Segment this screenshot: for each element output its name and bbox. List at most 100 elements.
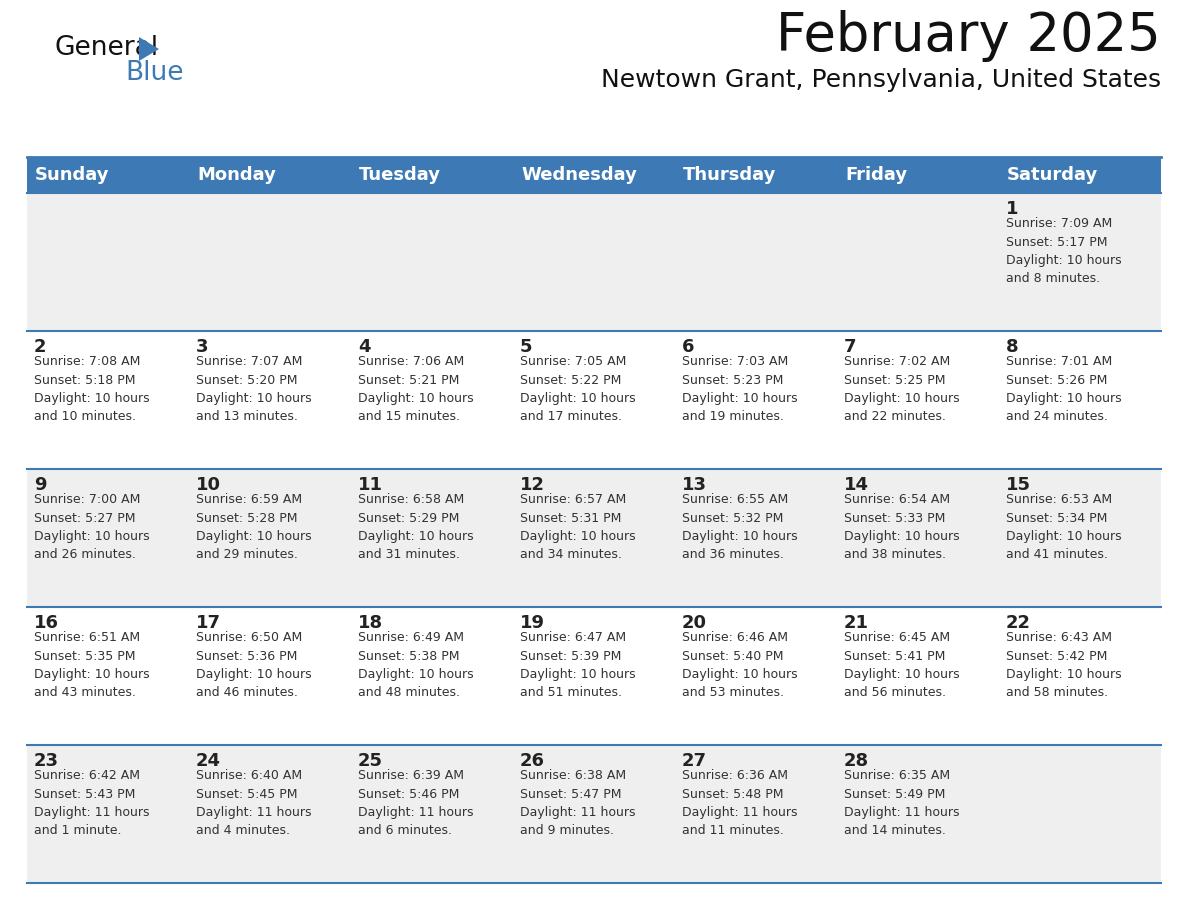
Text: Sunrise: 7:09 AM
Sunset: 5:17 PM
Daylight: 10 hours
and 8 minutes.: Sunrise: 7:09 AM Sunset: 5:17 PM Dayligh… <box>1006 217 1121 285</box>
Bar <box>838 469 999 607</box>
Text: Sunrise: 6:43 AM
Sunset: 5:42 PM
Daylight: 10 hours
and 58 minutes.: Sunrise: 6:43 AM Sunset: 5:42 PM Dayligh… <box>1006 631 1121 700</box>
Text: 7: 7 <box>843 338 857 356</box>
Text: 9: 9 <box>34 476 46 494</box>
Bar <box>27 607 189 745</box>
Text: 26: 26 <box>520 752 545 770</box>
Text: Sunrise: 7:00 AM
Sunset: 5:27 PM
Daylight: 10 hours
and 26 minutes.: Sunrise: 7:00 AM Sunset: 5:27 PM Dayligh… <box>34 493 150 562</box>
Bar <box>513 607 675 745</box>
Bar <box>189 157 350 193</box>
Text: 14: 14 <box>843 476 868 494</box>
Bar <box>189 607 350 745</box>
Text: Sunrise: 6:46 AM
Sunset: 5:40 PM
Daylight: 10 hours
and 53 minutes.: Sunrise: 6:46 AM Sunset: 5:40 PM Dayligh… <box>682 631 797 700</box>
Text: Sunrise: 6:36 AM
Sunset: 5:48 PM
Daylight: 11 hours
and 11 minutes.: Sunrise: 6:36 AM Sunset: 5:48 PM Dayligh… <box>682 769 797 837</box>
Text: 23: 23 <box>34 752 59 770</box>
Text: 10: 10 <box>196 476 221 494</box>
Bar <box>675 745 838 883</box>
Bar <box>350 607 513 745</box>
Text: Sunrise: 6:49 AM
Sunset: 5:38 PM
Daylight: 10 hours
and 48 minutes.: Sunrise: 6:49 AM Sunset: 5:38 PM Dayligh… <box>358 631 474 700</box>
Text: Sunrise: 7:06 AM
Sunset: 5:21 PM
Daylight: 10 hours
and 15 minutes.: Sunrise: 7:06 AM Sunset: 5:21 PM Dayligh… <box>358 355 474 423</box>
Bar <box>350 193 513 331</box>
Bar <box>513 193 675 331</box>
Bar <box>27 157 189 193</box>
Text: Sunrise: 6:51 AM
Sunset: 5:35 PM
Daylight: 10 hours
and 43 minutes.: Sunrise: 6:51 AM Sunset: 5:35 PM Dayligh… <box>34 631 150 700</box>
Text: 13: 13 <box>682 476 707 494</box>
Text: Sunrise: 7:05 AM
Sunset: 5:22 PM
Daylight: 10 hours
and 17 minutes.: Sunrise: 7:05 AM Sunset: 5:22 PM Dayligh… <box>520 355 636 423</box>
Bar <box>675 607 838 745</box>
Text: Monday: Monday <box>197 166 276 184</box>
Text: 21: 21 <box>843 614 868 632</box>
Bar <box>27 193 189 331</box>
Text: Sunrise: 6:42 AM
Sunset: 5:43 PM
Daylight: 11 hours
and 1 minute.: Sunrise: 6:42 AM Sunset: 5:43 PM Dayligh… <box>34 769 150 837</box>
Text: 24: 24 <box>196 752 221 770</box>
Text: 3: 3 <box>196 338 209 356</box>
Text: Sunrise: 6:39 AM
Sunset: 5:46 PM
Daylight: 11 hours
and 6 minutes.: Sunrise: 6:39 AM Sunset: 5:46 PM Dayligh… <box>358 769 474 837</box>
Bar <box>675 469 838 607</box>
Bar <box>189 469 350 607</box>
Bar <box>999 607 1161 745</box>
Text: Sunrise: 6:38 AM
Sunset: 5:47 PM
Daylight: 11 hours
and 9 minutes.: Sunrise: 6:38 AM Sunset: 5:47 PM Dayligh… <box>520 769 636 837</box>
Text: General: General <box>55 35 159 61</box>
Text: Sunrise: 6:40 AM
Sunset: 5:45 PM
Daylight: 11 hours
and 4 minutes.: Sunrise: 6:40 AM Sunset: 5:45 PM Dayligh… <box>196 769 311 837</box>
Text: Sunrise: 7:08 AM
Sunset: 5:18 PM
Daylight: 10 hours
and 10 minutes.: Sunrise: 7:08 AM Sunset: 5:18 PM Dayligh… <box>34 355 150 423</box>
Bar <box>838 193 999 331</box>
Bar <box>513 469 675 607</box>
Text: Sunrise: 6:57 AM
Sunset: 5:31 PM
Daylight: 10 hours
and 34 minutes.: Sunrise: 6:57 AM Sunset: 5:31 PM Dayligh… <box>520 493 636 562</box>
Text: 18: 18 <box>358 614 383 632</box>
Bar <box>838 331 999 469</box>
Text: 6: 6 <box>682 338 695 356</box>
Text: 19: 19 <box>520 614 545 632</box>
Text: 15: 15 <box>1006 476 1031 494</box>
Text: Sunrise: 6:50 AM
Sunset: 5:36 PM
Daylight: 10 hours
and 46 minutes.: Sunrise: 6:50 AM Sunset: 5:36 PM Dayligh… <box>196 631 311 700</box>
Text: Sunrise: 6:58 AM
Sunset: 5:29 PM
Daylight: 10 hours
and 31 minutes.: Sunrise: 6:58 AM Sunset: 5:29 PM Dayligh… <box>358 493 474 562</box>
Text: 12: 12 <box>520 476 545 494</box>
Bar <box>189 193 350 331</box>
Bar <box>27 331 189 469</box>
Text: Sunrise: 6:54 AM
Sunset: 5:33 PM
Daylight: 10 hours
and 38 minutes.: Sunrise: 6:54 AM Sunset: 5:33 PM Dayligh… <box>843 493 960 562</box>
Text: February 2025: February 2025 <box>776 10 1161 62</box>
Text: Sunrise: 7:01 AM
Sunset: 5:26 PM
Daylight: 10 hours
and 24 minutes.: Sunrise: 7:01 AM Sunset: 5:26 PM Dayligh… <box>1006 355 1121 423</box>
Bar <box>675 193 838 331</box>
Bar <box>838 607 999 745</box>
Text: 28: 28 <box>843 752 870 770</box>
Text: 22: 22 <box>1006 614 1031 632</box>
Text: 2: 2 <box>34 338 46 356</box>
Bar <box>838 745 999 883</box>
Bar <box>350 157 513 193</box>
Text: Sunrise: 7:02 AM
Sunset: 5:25 PM
Daylight: 10 hours
and 22 minutes.: Sunrise: 7:02 AM Sunset: 5:25 PM Dayligh… <box>843 355 960 423</box>
Bar <box>999 331 1161 469</box>
Text: Sunrise: 6:55 AM
Sunset: 5:32 PM
Daylight: 10 hours
and 36 minutes.: Sunrise: 6:55 AM Sunset: 5:32 PM Dayligh… <box>682 493 797 562</box>
Bar <box>999 157 1161 193</box>
Text: Friday: Friday <box>845 166 908 184</box>
Bar <box>838 157 999 193</box>
Text: Sunrise: 6:45 AM
Sunset: 5:41 PM
Daylight: 10 hours
and 56 minutes.: Sunrise: 6:45 AM Sunset: 5:41 PM Dayligh… <box>843 631 960 700</box>
Bar <box>675 331 838 469</box>
Text: Tuesday: Tuesday <box>359 166 441 184</box>
Text: Newtown Grant, Pennsylvania, United States: Newtown Grant, Pennsylvania, United Stat… <box>601 68 1161 92</box>
Text: Wednesday: Wednesday <box>522 166 637 184</box>
Bar <box>513 331 675 469</box>
Bar <box>189 331 350 469</box>
Bar <box>999 745 1161 883</box>
Bar <box>675 157 838 193</box>
Bar <box>27 745 189 883</box>
Text: Sunrise: 6:59 AM
Sunset: 5:28 PM
Daylight: 10 hours
and 29 minutes.: Sunrise: 6:59 AM Sunset: 5:28 PM Dayligh… <box>196 493 311 562</box>
Text: Sunrise: 6:53 AM
Sunset: 5:34 PM
Daylight: 10 hours
and 41 minutes.: Sunrise: 6:53 AM Sunset: 5:34 PM Dayligh… <box>1006 493 1121 562</box>
Text: Sunday: Sunday <box>34 166 109 184</box>
Bar <box>350 331 513 469</box>
Bar <box>350 745 513 883</box>
Text: Sunrise: 6:47 AM
Sunset: 5:39 PM
Daylight: 10 hours
and 51 minutes.: Sunrise: 6:47 AM Sunset: 5:39 PM Dayligh… <box>520 631 636 700</box>
Text: 4: 4 <box>358 338 371 356</box>
Text: Blue: Blue <box>125 60 183 86</box>
Polygon shape <box>139 37 159 61</box>
Text: Saturday: Saturday <box>1007 166 1098 184</box>
Bar <box>513 745 675 883</box>
Bar <box>189 745 350 883</box>
Bar <box>350 469 513 607</box>
Text: Thursday: Thursday <box>683 166 777 184</box>
Bar <box>999 469 1161 607</box>
Bar <box>27 469 189 607</box>
Text: 8: 8 <box>1006 338 1018 356</box>
Text: 25: 25 <box>358 752 383 770</box>
Bar <box>513 157 675 193</box>
Text: 20: 20 <box>682 614 707 632</box>
